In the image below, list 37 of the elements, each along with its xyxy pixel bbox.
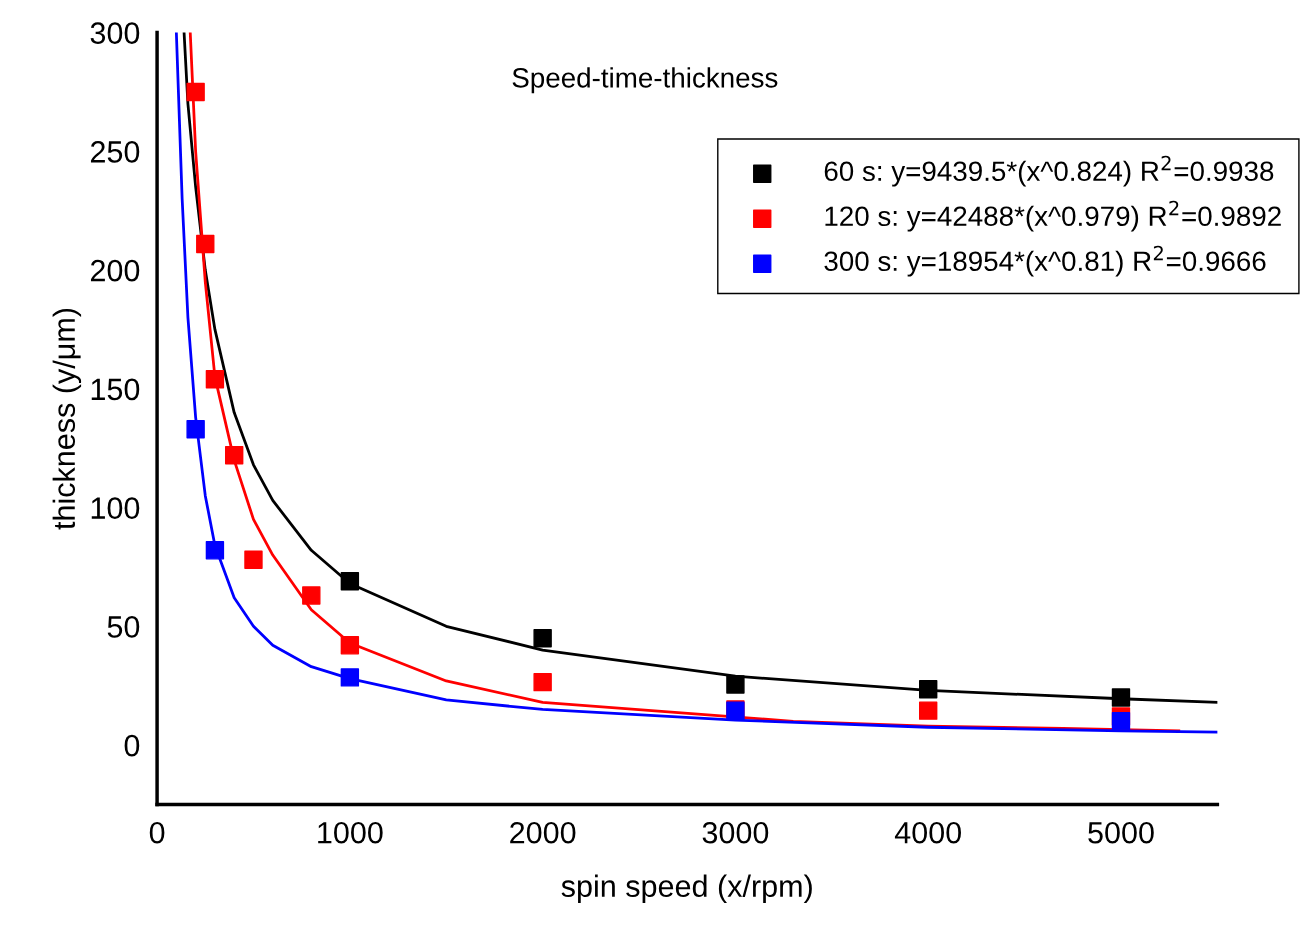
- point: [340, 636, 360, 655]
- y-tick-label: 300: [90, 22, 140, 44]
- legend-label: 60 s: y=9439.5*(x^0.824) R$^{2}$=0.9938: [824, 155, 1274, 187]
- point: [533, 672, 552, 692]
- y-axis-title: thickness (y/μm): [52, 308, 82, 530]
- point: [340, 668, 360, 687]
- x-tick-label: 5000: [1088, 821, 1154, 844]
- point: [918, 680, 938, 699]
- point: [918, 701, 938, 720]
- y-tick-label: 50: [107, 616, 140, 638]
- y-tick-label: 150: [91, 378, 140, 401]
- x-tick-label: 2000: [510, 821, 576, 844]
- point: [205, 370, 225, 389]
- point: [1111, 688, 1131, 707]
- x-tick-label: 3000: [702, 821, 769, 844]
- legend-label: 120 s: y=42488*(x^0.979) R$^{2}$=0.9892: [825, 200, 1281, 232]
- y-tick-label: 200: [90, 259, 140, 282]
- point: [1111, 712, 1131, 731]
- point: [224, 446, 244, 465]
- y-tick-label: 0: [124, 734, 140, 757]
- x-tick-label: 0: [149, 821, 165, 844]
- point: [186, 82, 205, 102]
- x-tick-label: 4000: [894, 821, 961, 844]
- point: [244, 550, 263, 570]
- point: [186, 419, 205, 439]
- x-tick-label: 1000: [318, 821, 383, 844]
- legend-label: 300 s: y=18954*(x^0.81) R$^{2}$=0.9666: [824, 245, 1266, 277]
- y-tick-label: 100: [91, 497, 140, 519]
- point: [533, 628, 552, 648]
- y-tick-label: 250: [90, 141, 140, 163]
- point: [302, 586, 321, 605]
- point: [726, 675, 745, 694]
- point: [205, 541, 225, 560]
- text: Speed-time-thickness: [512, 67, 778, 94]
- point: [196, 234, 215, 254]
- x-axis-title: spin speed (x/rpm): [561, 874, 812, 904]
- point: [340, 571, 360, 591]
